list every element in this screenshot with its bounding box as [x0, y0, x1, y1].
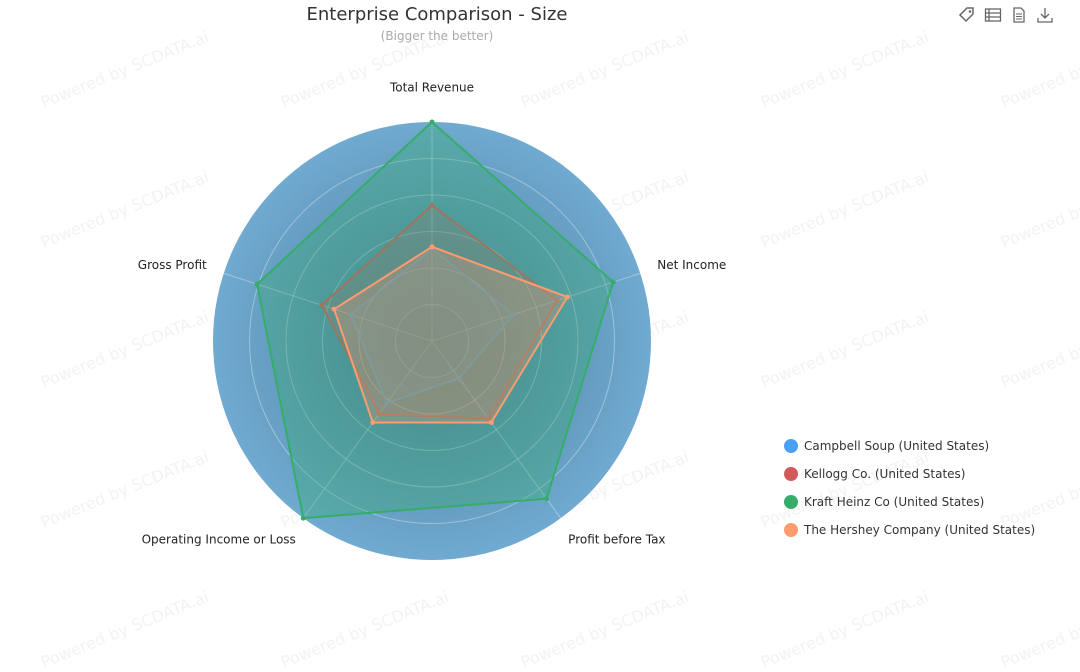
data-point [348, 312, 354, 318]
indicator-label: Operating Income or Loss [142, 532, 296, 546]
legend-label: Kraft Heinz Co (United States) [804, 495, 985, 509]
radar-axis-line [431, 271, 645, 342]
data-point [370, 420, 376, 426]
legend-item[interactable]: Kellogg Co. (United States) [784, 456, 1035, 492]
data-point [486, 416, 492, 422]
chart-title: Enterprise Comparison - Size [306, 4, 568, 25]
legend-label: The Hershey Company (United States) [804, 523, 1036, 537]
series-area [255, 120, 615, 520]
indicator-label: Profit before Tax [568, 532, 665, 546]
radar-background [213, 122, 651, 560]
radar-ring [358, 267, 506, 415]
data-point [429, 244, 435, 250]
data-view-icon[interactable] [984, 6, 1002, 24]
legend-label: Campbell Soup (United States) [804, 439, 990, 453]
data-point [319, 302, 325, 308]
data-point [488, 420, 494, 426]
radar-axis-line [431, 340, 564, 523]
series-area [332, 245, 569, 424]
data-point [384, 400, 390, 406]
data-point [376, 411, 382, 417]
radar-chart: Total Revenue Net Income Profit before Tax… [138, 81, 726, 560]
data-point [254, 281, 260, 287]
data-point [554, 297, 560, 303]
data-point [456, 375, 462, 381]
radar-ring [249, 158, 615, 524]
data-point [429, 119, 435, 125]
legend-item[interactable]: The Hershey Company (United States) [784, 512, 1035, 548]
legend-label: Kellogg Co. (United States) [804, 467, 966, 481]
legend-marker-icon [784, 495, 798, 509]
data-point [564, 294, 570, 300]
legend-item[interactable]: Kraft Heinz Co (United States) [784, 484, 1035, 520]
data-point [331, 306, 337, 312]
document-icon[interactable] [1010, 6, 1028, 24]
chart-subtitle: (Bigger the better) [380, 29, 494, 43]
download-icon[interactable] [1036, 6, 1054, 24]
toolbox [958, 6, 1054, 24]
data-point [300, 515, 306, 521]
radar-ring [285, 194, 579, 488]
legend-item[interactable]: Campbell Soup (United States) [784, 428, 1035, 464]
series-area [349, 247, 515, 405]
legend-marker-icon [784, 467, 798, 481]
data-point [544, 496, 550, 502]
tag-icon[interactable] [958, 6, 976, 24]
radar-ring [395, 304, 469, 378]
legend-marker-icon [784, 523, 798, 537]
indicator-label: Total Revenue [389, 81, 474, 95]
data-point [429, 202, 435, 208]
radar-axis-line [300, 340, 433, 523]
data-point [610, 279, 616, 285]
legend-marker-icon [784, 439, 798, 453]
data-point [510, 312, 516, 318]
legend: Campbell Soup (United States) Kellogg Co.… [784, 436, 1035, 548]
indicator-label: Net Income [657, 258, 726, 272]
indicator-label: Gross Profit [138, 258, 207, 272]
